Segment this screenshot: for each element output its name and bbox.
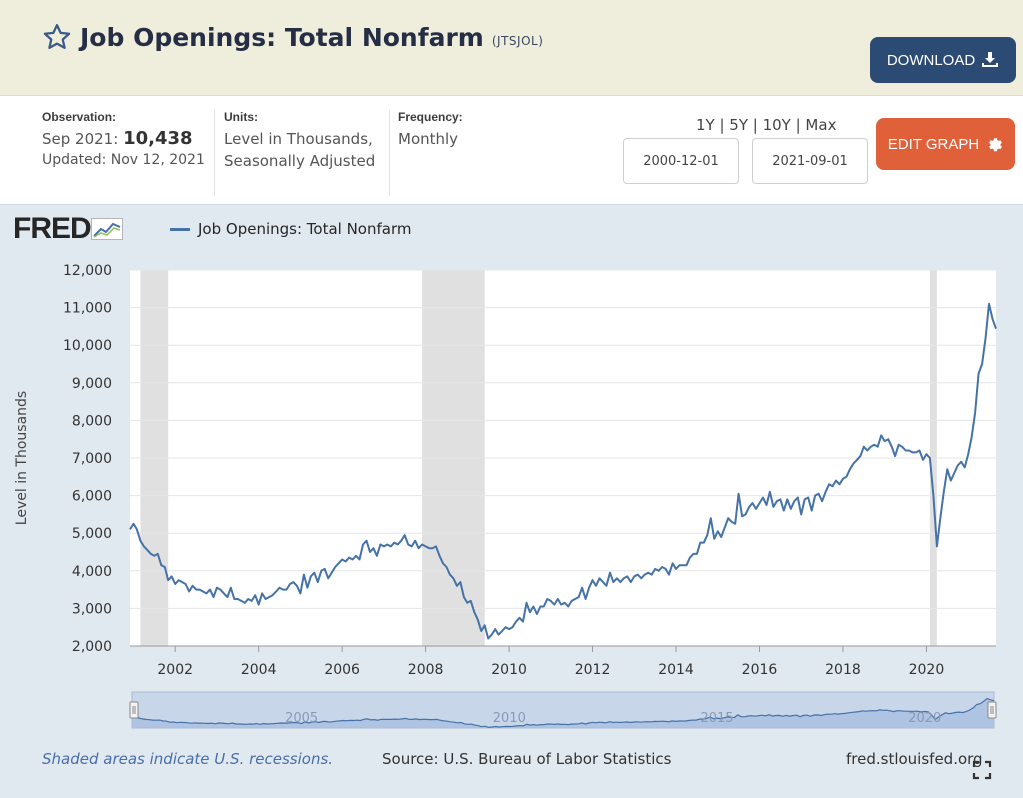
x-tick-label: 2016 (742, 662, 778, 678)
navigator-handle[interactable] (987, 701, 997, 719)
x-tick-label: 2020 (909, 662, 945, 678)
y-tick-label: 4,000 (72, 564, 112, 580)
observation-label: Observation: (42, 110, 117, 124)
meta-divider (389, 110, 390, 196)
y-tick-label: 8,000 (72, 413, 112, 429)
page-title: Job Openings: Total Nonfarm (80, 22, 484, 52)
units-block: Units: Level in Thousands, Seasonally Ad… (224, 110, 375, 172)
observation-period: Sep 2021: (42, 130, 119, 148)
legend-label: Job Openings: Total Nonfarm (198, 220, 412, 238)
navigator-label: 2015 (700, 711, 733, 726)
x-tick-label: 2002 (157, 662, 193, 678)
observation-block: Observation: Sep 2021: 10,438 Updated: N… (42, 110, 205, 168)
meta-divider (214, 110, 215, 196)
star-icon[interactable] (42, 22, 72, 52)
download-label: DOWNLOAD (886, 51, 976, 69)
observation-line: Sep 2021: 10,438 (42, 128, 205, 150)
x-tick-label: 2006 (324, 662, 360, 678)
fullscreen-icon[interactable] (972, 760, 992, 780)
end-date-input[interactable]: 2021-09-01 (752, 138, 868, 184)
updated-date: Updated: Nov 12, 2021 (42, 152, 205, 168)
x-tick-label: 2014 (658, 662, 694, 678)
fred-logo-text: FRED (13, 212, 92, 245)
source-text: Source: U.S. Bureau of Labor Statistics (382, 750, 672, 768)
frequency-block: Frequency: Monthly (398, 110, 463, 150)
start-date-input[interactable]: 2000-12-01 (623, 138, 739, 184)
navigator-label: 2005 (285, 711, 318, 726)
navigator-line (131, 697, 995, 729)
y-tick-label: 3,000 (72, 601, 112, 617)
x-tick-label: 2012 (575, 662, 611, 678)
header-bar: Job Openings: Total Nonfarm (JTSJOL) DOW… (0, 0, 1023, 96)
x-tick-label: 2018 (825, 662, 861, 678)
navigator-label: 2020 (908, 711, 941, 726)
y-tick-label: 10,000 (63, 338, 112, 354)
frequency-value: Monthly (398, 130, 459, 148)
units-line1: Level in Thousands, (224, 130, 373, 148)
fred-logo: FRED (13, 212, 123, 246)
legend-swatch (170, 227, 190, 231)
navigator-handle[interactable] (129, 701, 139, 719)
y-tick-label: 11,000 (63, 301, 112, 317)
frequency-label: Frequency: (398, 110, 463, 124)
chart-logo-icon (90, 218, 123, 240)
units-label: Units: (224, 110, 258, 124)
x-tick-label: 2004 (241, 662, 277, 678)
series-line (129, 302, 997, 640)
download-icon (982, 52, 999, 67)
edit-graph-button[interactable]: EDIT GRAPH (876, 118, 1015, 170)
site-link[interactable]: fred.stlouisfed.org (846, 750, 983, 768)
y-tick-label: 6,000 (72, 489, 112, 505)
gear-icon (989, 138, 1003, 152)
y-tick-label: 5,000 (72, 526, 112, 542)
y-tick-label: 7,000 (72, 451, 112, 467)
y-tick-label: 2,000 (72, 639, 112, 655)
x-tick-label: 2010 (491, 662, 527, 678)
units-line2: Seasonally Adjusted (224, 152, 376, 170)
range-selector[interactable]: 1Y | 5Y | 10Y | Max (696, 116, 837, 134)
chart-legend: Job Openings: Total Nonfarm (170, 220, 411, 238)
navigator-label: 2010 (493, 711, 526, 726)
title-group: Job Openings: Total Nonfarm (JTSJOL) (42, 22, 543, 52)
download-button[interactable]: DOWNLOAD (870, 37, 1016, 83)
series-code: (JTSJOL) (491, 34, 544, 48)
x-tick-label: 2008 (408, 662, 444, 678)
recession-note: Shaded areas indicate U.S. recessions. (42, 750, 334, 768)
observation-value: 10,438 (123, 128, 193, 149)
y-tick-label: 12,000 (63, 263, 112, 279)
y-tick-label: 9,000 (72, 376, 112, 392)
edit-graph-label: EDIT GRAPH (887, 135, 980, 153)
